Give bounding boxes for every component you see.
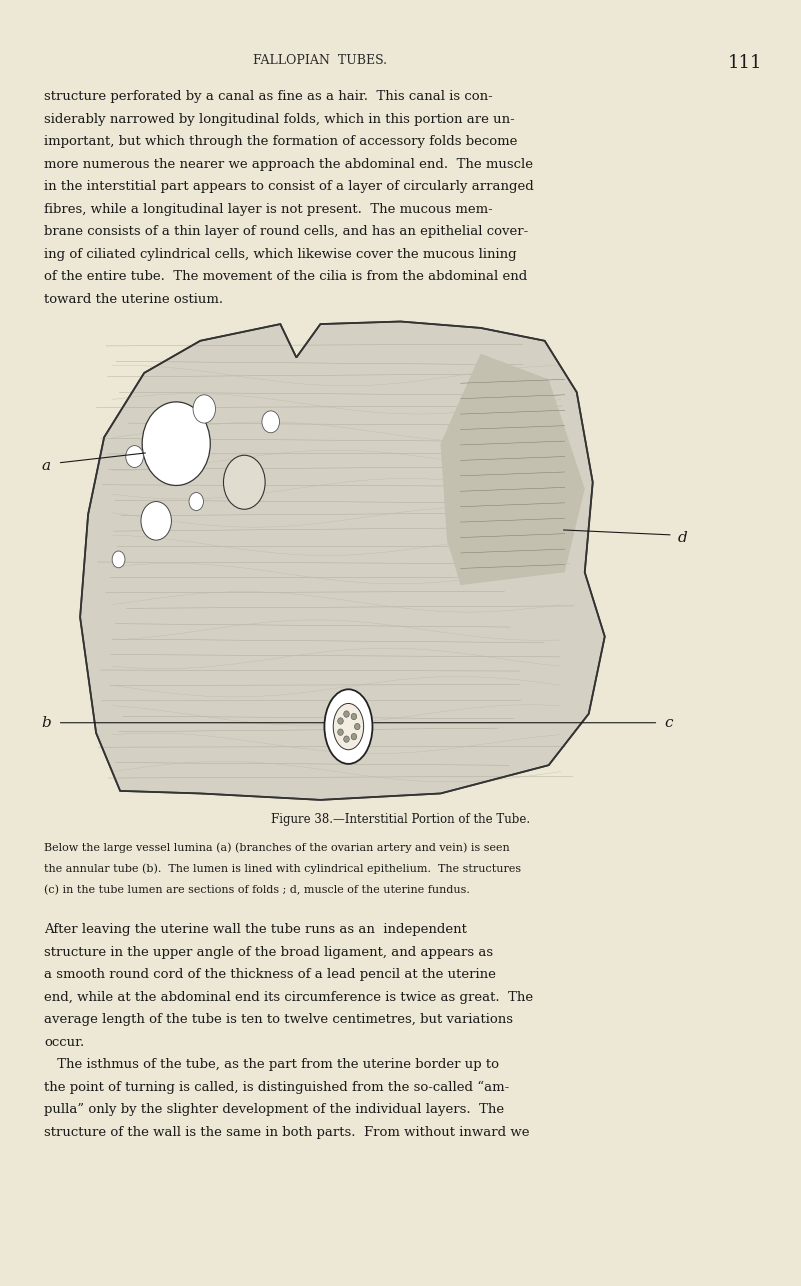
Ellipse shape <box>143 401 210 486</box>
Text: The isthmus of the tube, as the part from the uterine border up to: The isthmus of the tube, as the part fro… <box>44 1058 499 1071</box>
Ellipse shape <box>333 703 364 750</box>
Text: more numerous the nearer we approach the abdominal end.  The muscle: more numerous the nearer we approach the… <box>44 157 533 171</box>
Ellipse shape <box>193 395 215 423</box>
Ellipse shape <box>126 445 143 468</box>
Text: important, but which through the formation of accessory folds become: important, but which through the formati… <box>44 135 517 148</box>
Text: c: c <box>665 716 673 729</box>
Text: Figure 38.—Interstitial Portion of the Tube.: Figure 38.—Interstitial Portion of the T… <box>271 813 530 826</box>
Text: end, while at the abdominal end its circumference is twice as great.  The: end, while at the abdominal end its circ… <box>44 990 533 1004</box>
Text: (c) in the tube lumen are sections of folds ; d, muscle of the uterine fundus.: (c) in the tube lumen are sections of fo… <box>44 885 470 895</box>
Ellipse shape <box>112 550 125 568</box>
Text: the point of turning is called, is distinguished from the so-called “am-: the point of turning is called, is disti… <box>44 1080 509 1094</box>
Text: b: b <box>42 716 51 729</box>
Ellipse shape <box>351 733 356 739</box>
Text: fibres, while a longitudinal layer is not present.  The mucous mem-: fibres, while a longitudinal layer is no… <box>44 203 493 216</box>
Text: structure perforated by a canal as fine as a hair.  This canal is con-: structure perforated by a canal as fine … <box>44 90 493 103</box>
Ellipse shape <box>223 455 265 509</box>
Text: pulla” only by the slighter development of the individual layers.  The: pulla” only by the slighter development … <box>44 1103 504 1116</box>
Ellipse shape <box>344 711 349 718</box>
Text: the annular tube (b).  The lumen is lined with cylindrical epithelium.  The stru: the annular tube (b). The lumen is lined… <box>44 864 521 874</box>
Ellipse shape <box>351 714 356 720</box>
Text: 111: 111 <box>727 54 763 72</box>
Ellipse shape <box>338 729 344 736</box>
Text: brane consists of a thin layer of round cells, and has an epithelial cover-: brane consists of a thin layer of round … <box>44 225 529 238</box>
Text: toward the uterine ostium.: toward the uterine ostium. <box>44 293 223 306</box>
Text: average length of the tube is ten to twelve centimetres, but variations: average length of the tube is ten to twe… <box>44 1013 513 1026</box>
Text: siderably narrowed by longitudinal folds, which in this portion are un-: siderably narrowed by longitudinal folds… <box>44 112 515 126</box>
Text: structure in the upper angle of the broad ligament, and appears as: structure in the upper angle of the broa… <box>44 946 493 959</box>
Ellipse shape <box>189 493 203 511</box>
Ellipse shape <box>354 723 360 730</box>
Text: of the entire tube.  The movement of the cilia is from the abdominal end: of the entire tube. The movement of the … <box>44 270 527 283</box>
Text: After leaving the uterine wall the tube runs as an  independent: After leaving the uterine wall the tube … <box>44 923 467 936</box>
Text: occur.: occur. <box>44 1037 84 1049</box>
Polygon shape <box>441 354 585 585</box>
Text: Below the large vessel lumina (a) (branches of the ovarian artery and vein) is s: Below the large vessel lumina (a) (branc… <box>44 842 509 853</box>
Text: ing of ciliated cylindrical cells, which likewise cover the mucous lining: ing of ciliated cylindrical cells, which… <box>44 247 517 261</box>
Text: a: a <box>42 459 51 472</box>
Ellipse shape <box>338 718 344 724</box>
Text: in the interstitial part appears to consist of a layer of circularly arranged: in the interstitial part appears to cons… <box>44 180 533 193</box>
Text: FALLOPIAN  TUBES.: FALLOPIAN TUBES. <box>253 54 388 67</box>
Polygon shape <box>80 322 605 800</box>
Text: a smooth round cord of the thickness of a lead pencil at the uterine: a smooth round cord of the thickness of … <box>44 968 496 981</box>
Text: d: d <box>678 531 687 544</box>
Ellipse shape <box>141 502 171 540</box>
Ellipse shape <box>344 736 349 742</box>
Ellipse shape <box>324 689 372 764</box>
Text: structure of the wall is the same in both parts.  From without inward we: structure of the wall is the same in bot… <box>44 1127 529 1139</box>
Ellipse shape <box>262 412 280 432</box>
